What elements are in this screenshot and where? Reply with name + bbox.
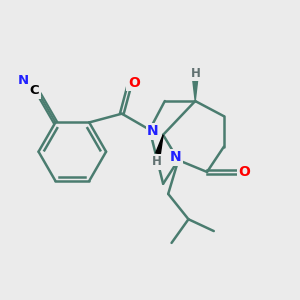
Polygon shape xyxy=(193,81,198,101)
Text: H: H xyxy=(152,155,161,168)
Text: C: C xyxy=(29,84,39,97)
Text: N: N xyxy=(147,124,159,138)
Text: N: N xyxy=(170,150,182,164)
Text: O: O xyxy=(238,165,250,179)
Polygon shape xyxy=(156,135,163,154)
Text: N: N xyxy=(18,74,29,87)
Text: H: H xyxy=(191,67,201,80)
Text: O: O xyxy=(128,76,140,90)
